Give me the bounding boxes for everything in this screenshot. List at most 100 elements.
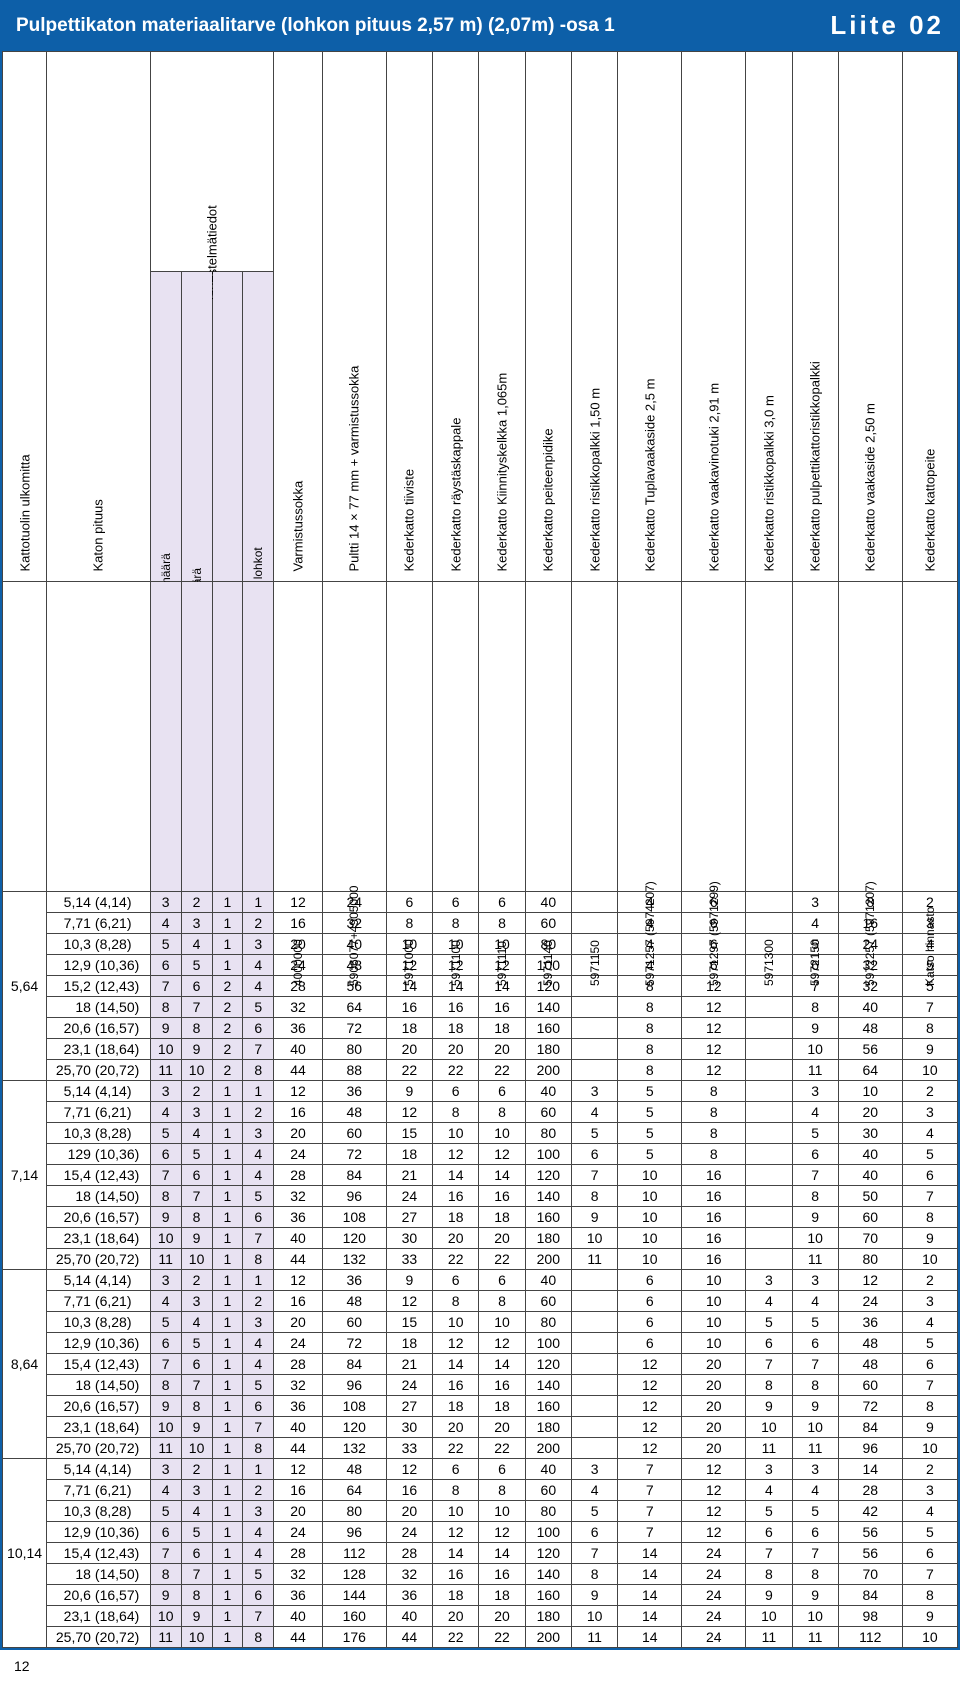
cell: 96 [838,1438,902,1459]
cell: 48 [838,1018,902,1039]
cell: 8 [150,997,181,1018]
cell: 12 [433,1522,479,1543]
cell: 1 [212,1585,243,1606]
hdr-17: Kederkatto pulpettikattoristikkopalkki [792,52,838,582]
cell: (16,57) [93,1585,150,1606]
cell: 2 [181,1459,212,1480]
cell: 20 [838,1102,902,1123]
code-18: 5972257 (5971207) [838,582,902,892]
cell: 4 [150,1480,181,1501]
cell: 12 [433,1333,479,1354]
cell: 2 [243,1480,274,1501]
cell: 1 [212,1606,243,1627]
cell: 12,9 [47,955,93,976]
table-body: 5,645,14(4,14)3211122466640463827,71(6,2… [3,892,958,1648]
cell: 10 [682,1270,746,1291]
cell: 8 [243,1249,274,1270]
cell [746,1228,792,1249]
cell: (14,50) [93,1375,150,1396]
cell: 5 [902,1144,957,1165]
cell: 23,1 [47,1228,93,1249]
cell: 6 [150,1522,181,1543]
cell: (4,14) [93,1459,150,1480]
header-row-labels: Kattotuolin ulkomitta Katon pituus Järje… [3,52,958,272]
cell: 7 [618,1480,682,1501]
cell: 20 [433,1039,479,1060]
cell: 4 [243,1333,274,1354]
cell: 12 [433,1144,479,1165]
table-row: 25,70(20,72)1110284488222222200812116410 [3,1060,958,1081]
cell: 3 [902,1291,957,1312]
cell: 6 [479,1081,525,1102]
cell: 1 [212,1396,243,1417]
cell: 5 [618,1144,682,1165]
cell: 10 [150,1228,181,1249]
cell: 7 [792,1354,838,1375]
cell: 5 [571,1123,617,1144]
cell: 72 [322,1144,386,1165]
cell: 8 [150,1186,181,1207]
cell: 1 [212,1081,243,1102]
cell: 11 [792,1438,838,1459]
cell: 32 [386,1564,432,1585]
cell: 2 [181,1081,212,1102]
cell: 200 [525,1060,571,1081]
table-row: 20,6(16,57)9816361443618181609142499848 [3,1585,958,1606]
cell: 12 [682,1459,746,1480]
cell [746,1039,792,1060]
cell: 3 [150,1270,181,1291]
cell: 22 [479,1627,525,1648]
cell: 16 [682,1228,746,1249]
cell: 3 [150,892,181,913]
cell: 8 [571,1564,617,1585]
table-row: 129(10,36)651424721812121006586405 [3,1144,958,1165]
cell: 48 [838,1333,902,1354]
cell: 3 [792,1270,838,1291]
cell: 10 [618,1165,682,1186]
cell: 5,14 [47,1270,93,1291]
cell: 23,1 [47,1039,93,1060]
cell: 8 [571,1186,617,1207]
cell: (20,72) [93,1438,150,1459]
cell: 3 [181,1480,212,1501]
cell: 5 [243,1564,274,1585]
cell: 1 [212,1186,243,1207]
group-cell: 7,14 [3,1081,47,1270]
cell: 6 [243,1396,274,1417]
cell: (8,28) [93,1501,150,1522]
cell: 120 [525,1354,571,1375]
cell: (18,64) [93,1039,150,1060]
cell: 10 [902,1627,957,1648]
cell: 28 [838,1480,902,1501]
cell: 8 [792,1186,838,1207]
cell: 8 [902,1585,957,1606]
cell: 1 [212,1270,243,1291]
table-row: 10,3(8,28)541320601510108061055364 [3,1312,958,1333]
cell: 10 [479,1312,525,1333]
cell: 10 [682,1312,746,1333]
cell: 100 [525,1144,571,1165]
cell: 18 [386,1018,432,1039]
cell: 9 [150,1018,181,1039]
cell: 180 [525,1228,571,1249]
cell: 5 [150,934,181,955]
cell: 56 [838,1522,902,1543]
cell: 24 [386,1186,432,1207]
cell: 9 [181,1039,212,1060]
hdr-4: Lohkojen lukumäärä [181,272,212,582]
cell: 32 [274,1564,323,1585]
cell: 15 [386,1123,432,1144]
cell: 10 [181,1060,212,1081]
cell: (10,36) [93,1144,150,1165]
cell: 3 [902,1102,957,1123]
hdr-5: Jäykistyslohkot [212,272,243,582]
cell: 9 [902,1606,957,1627]
cell: 20 [433,1228,479,1249]
cell: 12,9 [47,1522,93,1543]
cell: (18,64) [93,1417,150,1438]
cell: 5 [181,1522,212,1543]
cell: 16 [479,1564,525,1585]
cell: 7 [181,1186,212,1207]
cell: 3 [571,1459,617,1480]
cell: 16 [274,1291,323,1312]
